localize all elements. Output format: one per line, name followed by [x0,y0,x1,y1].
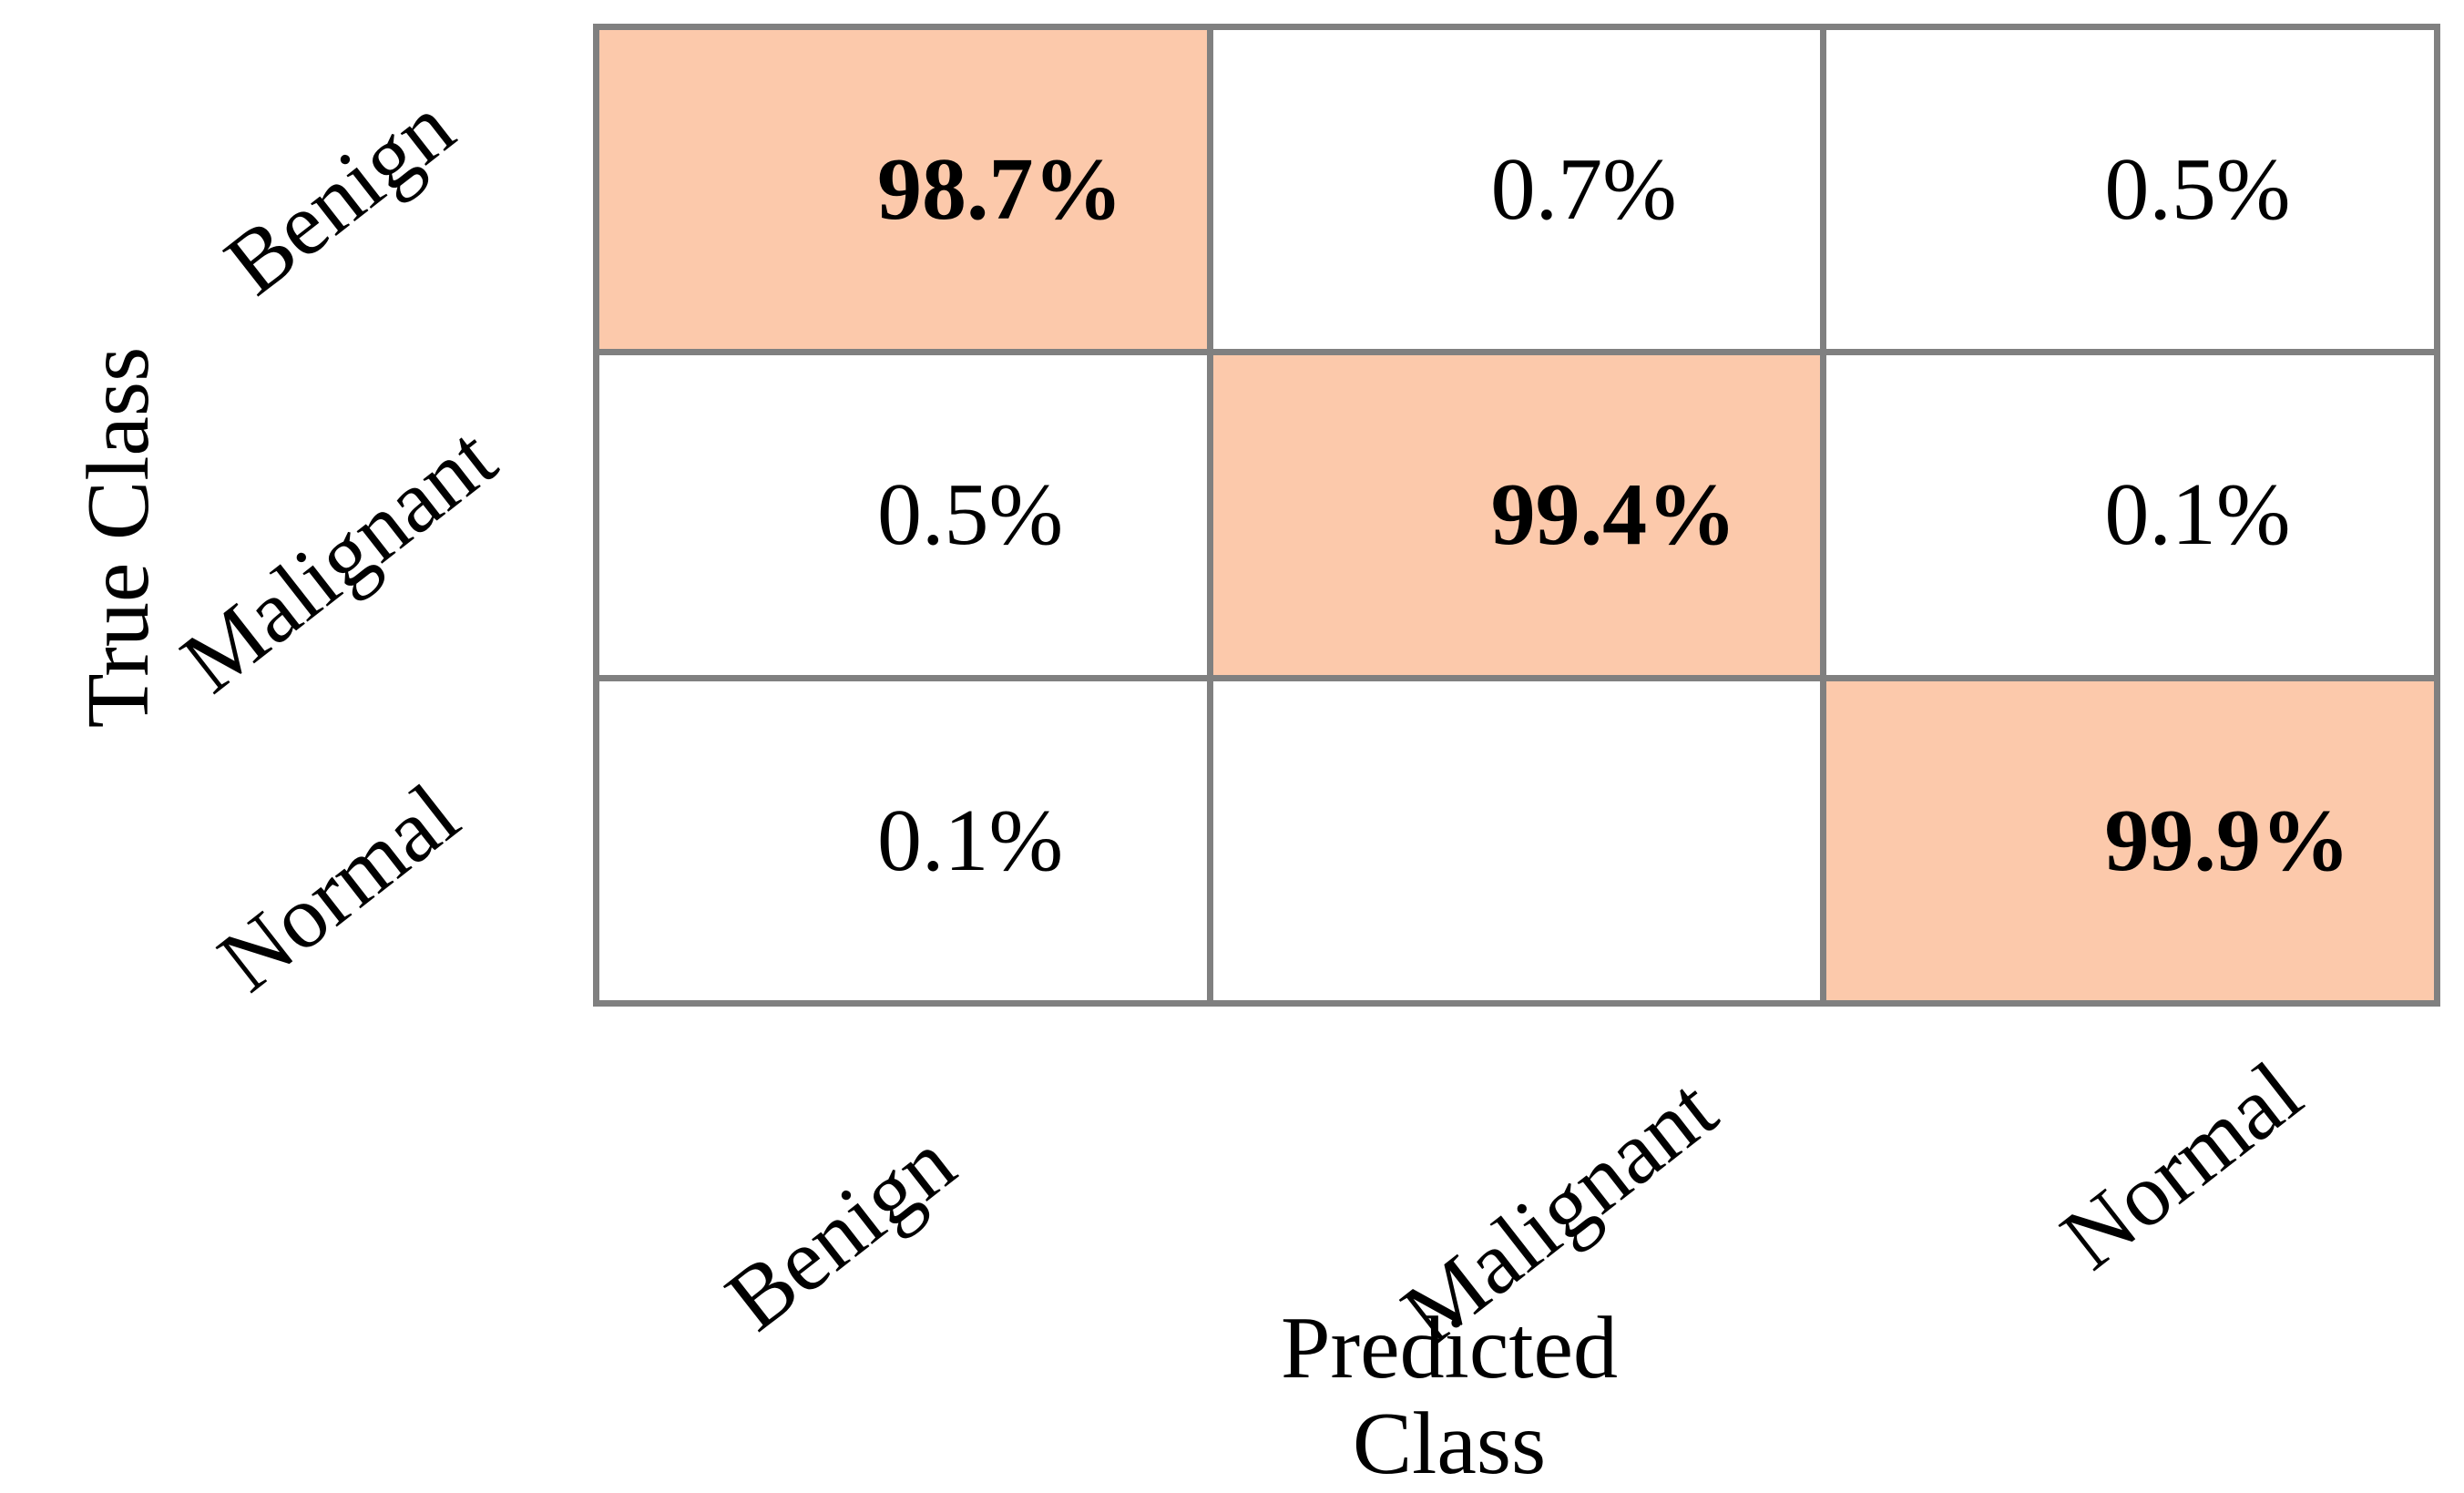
matrix-cell-normal-normal: 99.9% [1826,680,2434,1000]
matrix-cell-malignant-normal: 0.1% [1826,355,2434,675]
matrix-cell-malignant-malignant: 99.4% [1212,355,1821,675]
x-axis-title: Predicted Class [1281,1301,1618,1492]
x-axis-title-line1: Predicted [1280,1299,1619,1397]
matrix-cell-malignant-benign: 0.5% [599,355,1207,675]
x-tick-normal: Normal [2043,1043,2320,1289]
y-tick-normal: Normal [200,765,477,1011]
x-tick-benign: Benign [709,1113,973,1350]
y-tick-malignant: Malignant [164,408,514,712]
y-tick-benign: Benign [208,77,472,314]
matrix-cell-normal-malignant [1212,680,1821,1000]
matrix-cell-benign-malignant: 0.7% [1212,30,1821,350]
matrix-cell-benign-benign: 98.7% [599,30,1207,350]
matrix-cell-benign-normal: 0.5% [1826,30,2434,350]
confusion-matrix-grid: 98.7% 0.7% 0.5% 0.5% 99.4% 0.1% 0.1% 99.9% [593,24,2440,1007]
x-axis-title-line2: Class [1352,1395,1547,1493]
y-axis-title: True Class [69,346,168,729]
matrix-cell-normal-benign: 0.1% [599,680,1207,1000]
